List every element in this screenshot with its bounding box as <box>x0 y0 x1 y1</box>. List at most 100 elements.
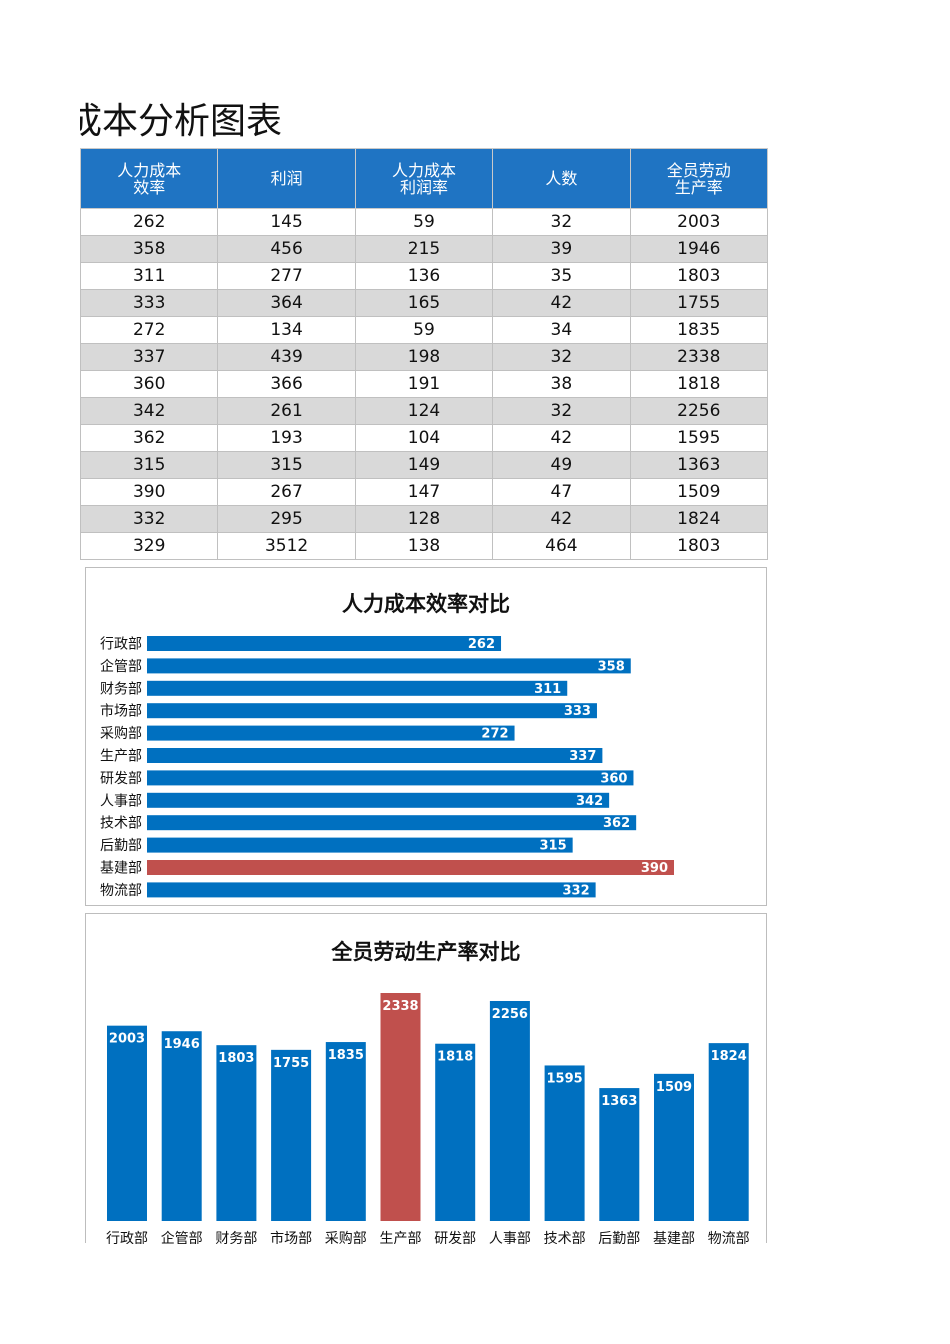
table-cell: 315 <box>217 451 356 479</box>
data-label: 1818 <box>437 1050 473 1065</box>
column-header: 利润 <box>217 148 356 209</box>
data-label: 2338 <box>382 999 418 1014</box>
table-cell: 198 <box>354 343 494 371</box>
category-label: 生产部 <box>380 1231 422 1244</box>
data-label: 1835 <box>328 1048 364 1063</box>
data-label: 262 <box>468 637 495 652</box>
table-cell: 1824 <box>629 505 769 533</box>
table-cell: 366 <box>217 370 356 398</box>
table-cell: 215 <box>354 235 494 263</box>
table-cell: 193 <box>217 424 356 452</box>
table-cell: 1803 <box>629 532 769 560</box>
table-cell: 1818 <box>629 370 769 398</box>
bar <box>216 1045 257 1221</box>
table-cell: 59 <box>354 208 494 236</box>
category-label: 采购部 <box>325 1231 367 1244</box>
data-label: 360 <box>600 771 627 786</box>
table-cell: 42 <box>492 505 631 533</box>
bar <box>147 860 674 875</box>
table-cell: 1755 <box>629 289 769 317</box>
table-cell: 262 <box>79 208 219 236</box>
data-label: 390 <box>641 861 668 876</box>
bar <box>147 837 573 853</box>
table-row: 337 439 198 32 2338 <box>79 343 769 371</box>
table-cell: 267 <box>217 478 356 506</box>
bar <box>147 658 631 674</box>
bar <box>489 1000 530 1221</box>
table-cell: 456 <box>217 235 356 263</box>
table-cell: 2256 <box>629 397 769 425</box>
page-title: 成本分析图表 <box>80 101 283 142</box>
table-cell: 47 <box>492 478 631 506</box>
bar <box>708 1043 749 1221</box>
table-cell: 42 <box>492 289 631 317</box>
table-row: 262 145 59 32 2003 <box>79 208 769 236</box>
bar <box>147 703 597 719</box>
category-label: 后勤部 <box>100 838 142 854</box>
bar <box>654 1073 694 1221</box>
category-label: 研发部 <box>434 1231 476 1244</box>
category-label: 市场部 <box>270 1230 312 1244</box>
category-label: 物流部 <box>100 883 142 899</box>
table-cell: 311 <box>79 262 219 290</box>
table-cell: 2338 <box>629 343 769 371</box>
bar <box>380 993 421 1221</box>
category-label: 行政部 <box>106 1231 148 1244</box>
data-label: 358 <box>598 659 625 674</box>
table-row: 342 261 124 32 2256 <box>79 397 769 425</box>
table-cell: 39 <box>492 235 631 263</box>
table-cell: 362 <box>79 424 219 452</box>
data-label: 1946 <box>164 1037 200 1052</box>
table-cell: 1835 <box>629 316 769 344</box>
table-cell: 390 <box>79 478 219 506</box>
table-cell: 34 <box>492 316 631 344</box>
category-label: 后勤部 <box>598 1231 640 1244</box>
table-cell: 124 <box>354 397 494 425</box>
category-label: 企管部 <box>161 1230 203 1244</box>
efficiency-chart-plot: 行政部 262 企管部 358 财务部 311 市场部 333 采购部 272 生产部 337 研发部 3… <box>100 636 674 899</box>
bar <box>544 1065 585 1221</box>
table-row: 360 366 191 38 1818 <box>79 370 769 398</box>
productivity-chart-title: 全员劳动生产率对比 <box>331 940 521 964</box>
efficiency-chart: 人力成本效率对比 行政部 262 企管部 358 财务部 311 市场部 333 采购部 272 生… <box>85 567 767 906</box>
table-cell: 32 <box>492 208 631 236</box>
column-header: 人数 <box>492 148 631 209</box>
table-cell: 104 <box>354 424 494 452</box>
table-cell: 272 <box>79 316 219 344</box>
bar <box>147 636 502 651</box>
table-cell: 49 <box>492 451 631 479</box>
table-cell: 358 <box>79 235 219 263</box>
data-label: 1824 <box>711 1049 747 1064</box>
data-label: 2003 <box>109 1032 145 1047</box>
table-row: 329 3512 138 464 1803 <box>79 532 769 560</box>
data-label: 2256 <box>492 1007 528 1022</box>
category-label: 物流部 <box>708 1231 750 1244</box>
table-cell: 329 <box>79 532 219 560</box>
table-cell: 277 <box>217 262 356 290</box>
table-row: 358 456 215 39 1946 <box>79 235 769 263</box>
table-row: 311 277 136 35 1803 <box>79 262 769 290</box>
category-label: 研发部 <box>100 771 142 787</box>
table-cell: 145 <box>217 208 356 236</box>
table-cell: 1595 <box>629 424 769 452</box>
bar <box>147 882 596 898</box>
bar <box>147 770 634 786</box>
bar <box>147 748 603 763</box>
category-label: 企管部 <box>100 658 142 675</box>
table-cell: 35 <box>492 262 631 290</box>
data-label: 337 <box>569 749 596 764</box>
productivity-chart: 全员劳动生产率对比 2003 行政部 1946 企管部 1803 财务部 1755 市场部 18… <box>85 913 767 1244</box>
bar <box>271 1049 312 1221</box>
column-header: 人力成本 利润率 <box>354 148 494 209</box>
table-cell: 342 <box>79 397 219 425</box>
table-cell: 364 <box>217 289 356 317</box>
category-label: 基建部 <box>100 860 142 877</box>
table-cell: 1363 <box>629 451 769 479</box>
data-label: 1595 <box>547 1071 583 1086</box>
productivity-chart-plot: 2003 行政部 1946 企管部 1803 财务部 1755 市场部 1835 采购部 2338 生… <box>106 993 750 1244</box>
category-label: 采购部 <box>100 726 142 742</box>
category-label: 生产部 <box>100 749 142 765</box>
table-cell: 315 <box>79 451 219 479</box>
table-cell: 191 <box>354 370 494 398</box>
data-label: 333 <box>564 704 591 719</box>
